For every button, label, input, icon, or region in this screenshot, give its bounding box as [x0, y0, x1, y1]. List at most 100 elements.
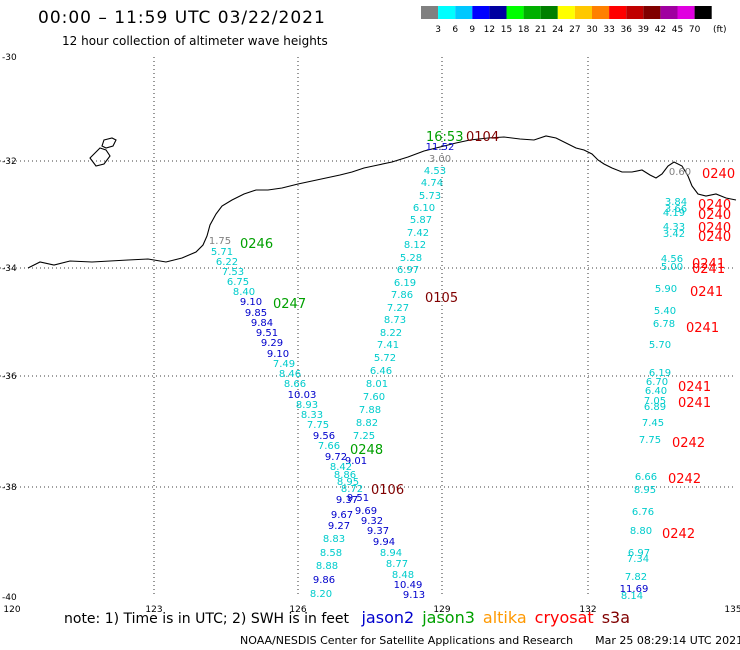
wave-height-value: 7.45 [642, 418, 664, 429]
track-time-labels: 010416:530246024702480105010602400240024… [240, 130, 735, 542]
note-text: note: 1) Time is in UTC; 2) SWH is in fe… [64, 611, 350, 627]
wave-height-value: 9.56 [313, 431, 335, 442]
wave-height-value: 1.75 [209, 236, 231, 247]
wave-height-value: 9.10 [267, 349, 289, 360]
wave-height-value: 5.28 [400, 253, 422, 264]
wave-height-value: 3.00 [429, 154, 451, 165]
color-scale-label: 18 [518, 25, 530, 35]
latitude-tick-label: -32 [2, 157, 17, 167]
wave-height-value: 9.01 [345, 456, 367, 467]
color-swatch [438, 6, 456, 19]
latitude-tick-label: -34 [2, 264, 17, 274]
color-scale-label: 15 [501, 25, 512, 35]
color-swatch [455, 6, 473, 19]
wave-height-value: 9.13 [403, 590, 425, 601]
wave-height-value: 8.83 [323, 534, 345, 545]
satellite-legend-item: cryosat [534, 608, 594, 627]
wave-height-value: 3.66 [665, 204, 687, 215]
wave-height-value: 7.53 [222, 267, 244, 278]
longitude-tick-label: 135 [724, 605, 740, 615]
wave-height-value: 6.76 [632, 507, 654, 518]
wave-height-value: 9.29 [261, 338, 283, 349]
track-time-label: 0241 [692, 257, 725, 272]
wave-height-value: 8.20 [310, 589, 332, 600]
color-swatch [421, 6, 439, 19]
wave-height-value: 8.12 [404, 240, 426, 251]
color-swatch [609, 6, 627, 19]
wave-height-value: 6.10 [413, 203, 435, 214]
wave-height-value: 8.58 [320, 548, 342, 559]
wave-height-value: 8.46 [279, 369, 301, 380]
wave-height-value: 6.46 [370, 366, 392, 377]
wave-height-value: 8.22 [380, 328, 402, 339]
wave-height-value: 4.56 [661, 254, 683, 265]
wave-height-value: 4.74 [421, 178, 443, 189]
observations: 11.523.004.534.74 5.736.105.87 7.428.12 5.2… [209, 142, 691, 602]
wave-height-value: 5.90 [655, 284, 677, 295]
wave-height-value: 8.88 [316, 561, 338, 572]
wave-height-value: 6.19 [649, 368, 671, 379]
latitude-tick-label: -36 [2, 372, 17, 382]
wave-height-value: 6.75 [227, 277, 249, 288]
wave-height-value: 9.84 [251, 318, 273, 329]
wave-height-value: 8.33 [301, 410, 323, 421]
track-time-label: 0241 [678, 396, 711, 411]
latitude-tick-label: -38 [2, 483, 17, 493]
track-time-label: 0241 [678, 380, 711, 395]
wave-height-value: 6.19 [394, 278, 416, 289]
wave-height-value: 6.40 [645, 386, 667, 397]
color-swatch [506, 6, 524, 19]
track-time-label: 0240 [698, 198, 731, 213]
page-subtitle: 12 hour collection of altimeter wave hei… [62, 34, 328, 48]
color-scale-label: 70 [689, 25, 701, 35]
color-scale-unit: (ft) [713, 25, 727, 35]
track-time-label: 0241 [690, 285, 723, 300]
wave-height-value: 9.67 [331, 510, 353, 521]
longitude-tick-label: 129 [433, 605, 450, 615]
wave-height-value: 7.82 [625, 572, 647, 583]
wave-height-value: 7.75 [307, 420, 329, 431]
color-swatch [489, 6, 507, 19]
color-scale-label: 30 [586, 25, 598, 35]
satellite-legend-item: s3a [601, 608, 631, 627]
track-time-label: 16:53 [426, 130, 463, 145]
wave-height-value: 8.73 [384, 315, 406, 326]
wave-height-value: 9.32 [361, 516, 383, 527]
track-time-label: 0240 [702, 167, 735, 182]
color-scale-label: 33 [603, 25, 614, 35]
color-swatch [574, 6, 592, 19]
track-time-label: 0104 [466, 130, 499, 145]
wave-height-value: 7.42 [407, 228, 429, 239]
track-time-label: 0242 [672, 436, 705, 451]
wave-height-value: 7.05 [644, 396, 666, 407]
longitude-tick-label: 132 [579, 605, 596, 615]
longitude-tick-label: 120 [3, 605, 20, 615]
wave-height-value: 5.72 [374, 353, 396, 364]
track-time-label: 0240 [698, 221, 731, 236]
wave-height-value: 9.86 [313, 575, 335, 586]
track-time-label: 0240 [698, 230, 731, 245]
color-swatch [523, 6, 541, 19]
wave-height-value: 9.72 [325, 452, 347, 463]
australia-coastline [27, 135, 737, 269]
wave-height-value: 6.70 [646, 377, 668, 388]
eyre-peninsula-islet [89, 147, 111, 167]
page-title: 00:00 – 11:59 UTC 03/22/2021 [38, 8, 326, 28]
wave-height-value: 10.03 [288, 390, 317, 401]
color-scale-label: 3 [435, 25, 441, 35]
credit-line: NOAA/NESDIS Center for Satellite Applica… [240, 634, 740, 647]
color-swatch [472, 6, 490, 19]
wave-height-value: 7.27 [387, 303, 409, 314]
color-scale-label: 6 [452, 25, 458, 35]
wave-height-value: 5.73 [419, 191, 441, 202]
track-time-label: 0242 [668, 472, 701, 487]
color-scale-label: 39 [638, 25, 650, 35]
color-scale-label: 9 [469, 25, 475, 35]
longitude-tick-label: 126 [289, 605, 306, 615]
credit-text: NOAA/NESDIS Center for Satellite Applica… [240, 634, 574, 647]
wave-height-value: 9.10 [240, 297, 262, 308]
color-swatch [592, 6, 610, 19]
wave-height-value: 7.34 [627, 554, 649, 565]
wave-height-value: 8.86 [334, 470, 356, 481]
